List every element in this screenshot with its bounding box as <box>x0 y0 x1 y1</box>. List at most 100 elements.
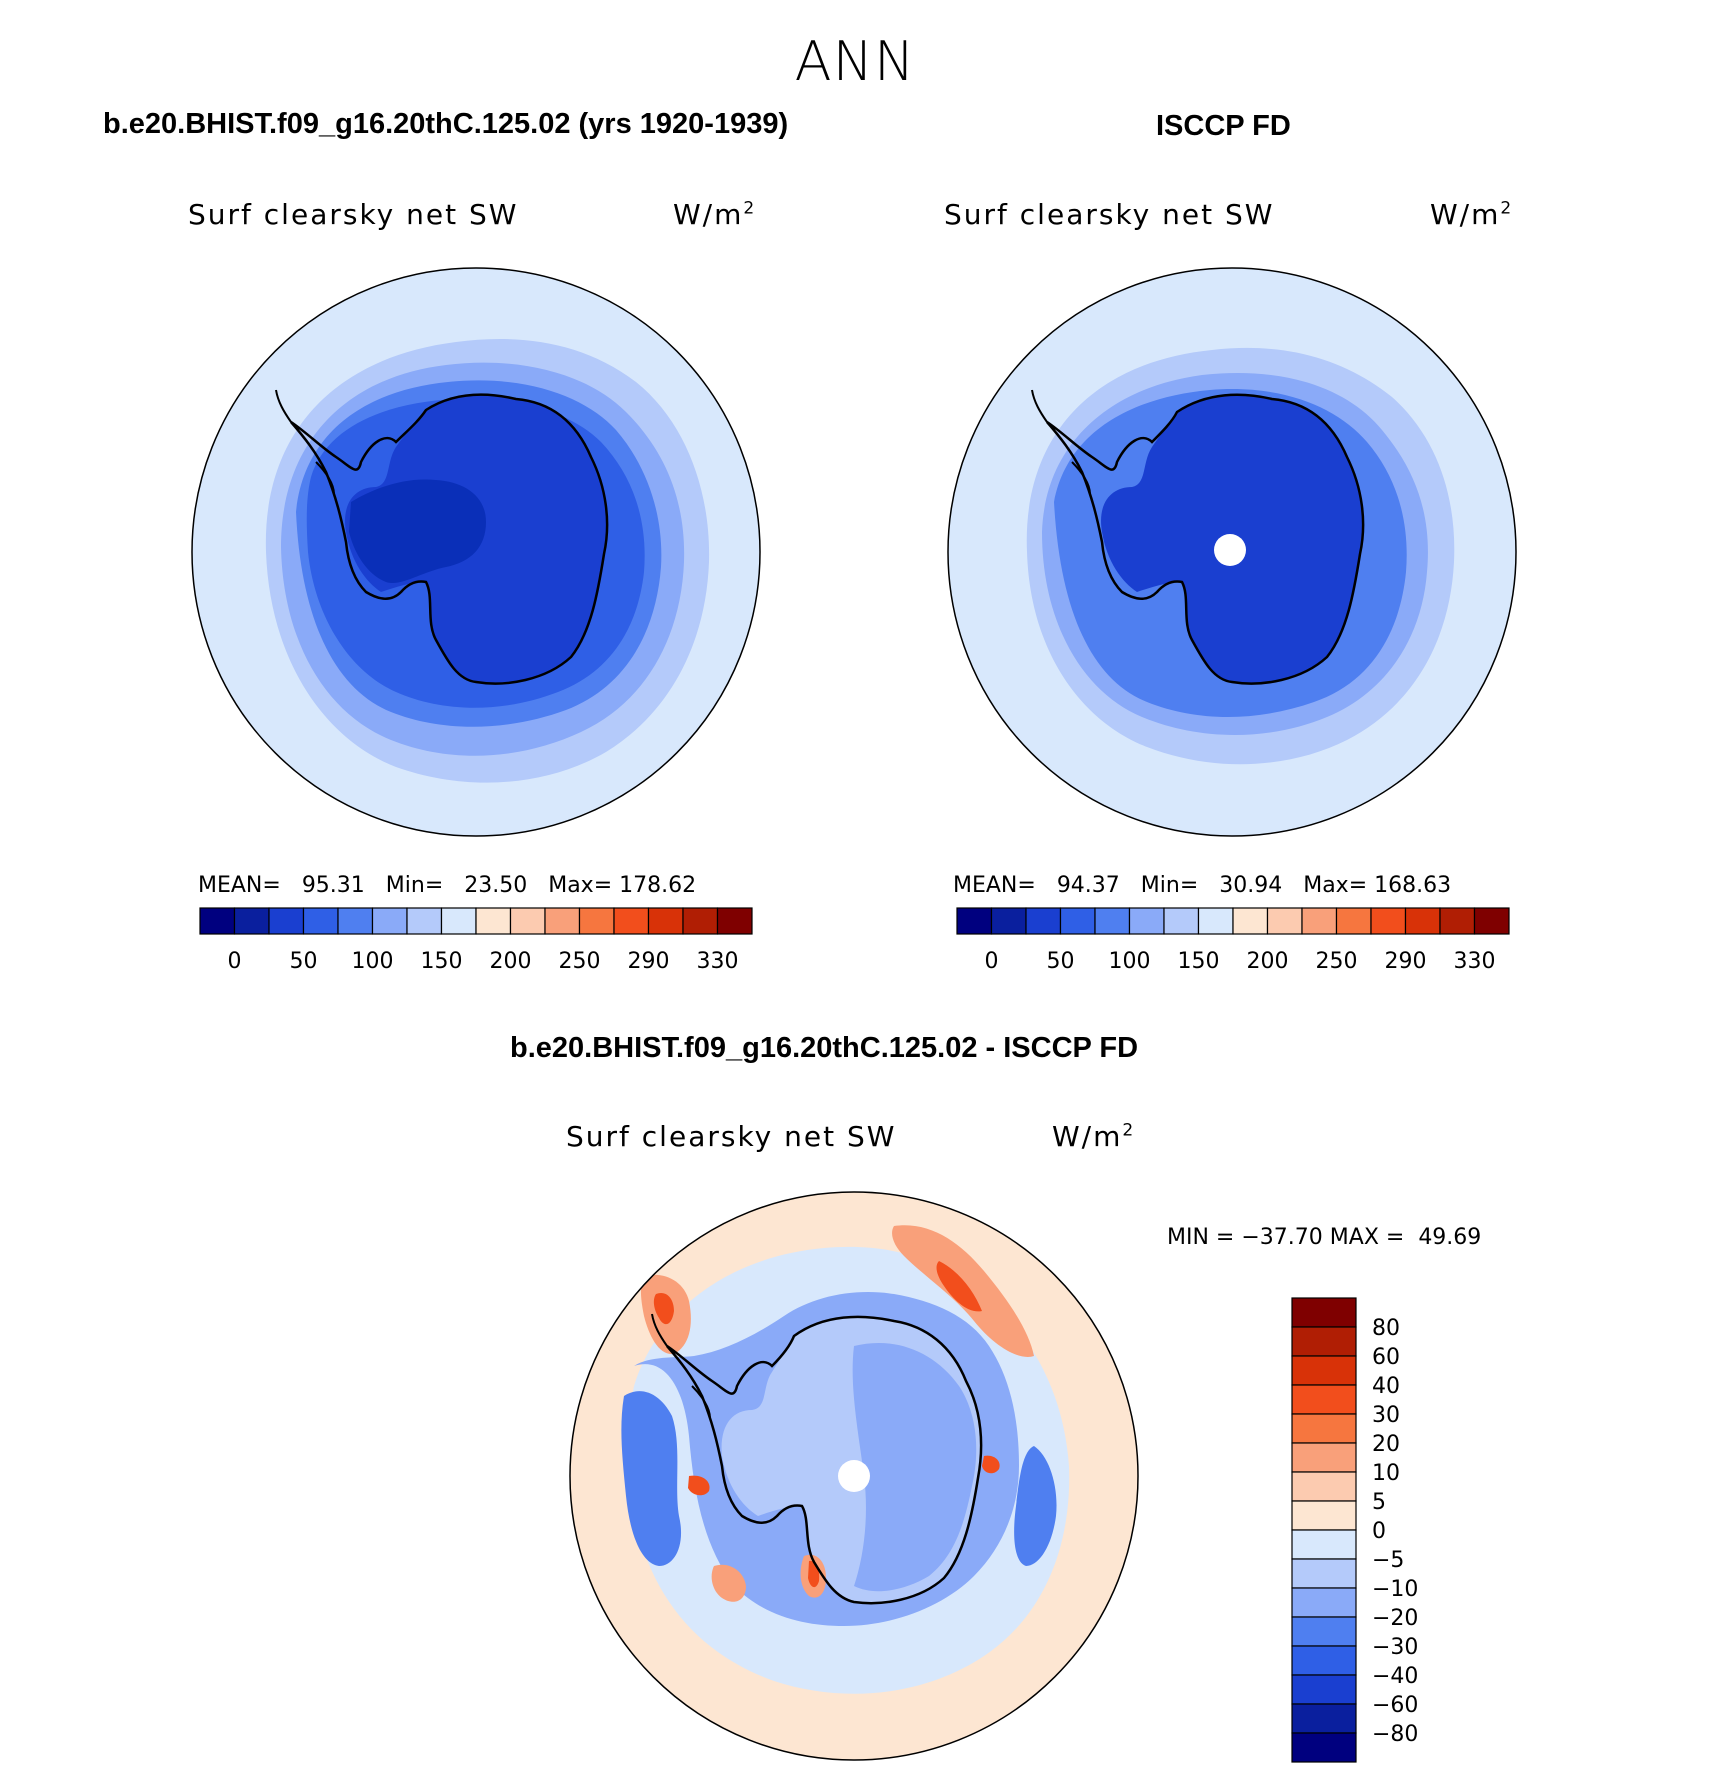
diff-colorbar-tick-label: −10 <box>1372 1577 1418 1602</box>
model-colorbar-swatch <box>613 907 650 935</box>
model-colorbar-swatch <box>682 907 719 935</box>
diff-colorbar-swatch <box>1291 1645 1357 1676</box>
obs-colorbar-swatch <box>1025 907 1062 935</box>
diff-units-label: W/m2 <box>1052 1120 1136 1153</box>
diff-colorbar-tick-label: −60 <box>1372 1693 1418 1718</box>
obs-stats: MEAN= 94.37 Min= 30.94 Max= 168.63 <box>953 873 1451 898</box>
model-colorbar-swatch <box>578 907 615 935</box>
obs-map-border <box>947 267 1517 837</box>
diff-colorbar-swatch <box>1291 1732 1357 1763</box>
obs-polar-map <box>947 267 1517 837</box>
diff-pos-nw-core <box>653 1292 674 1325</box>
diff-coastline <box>666 1315 983 1605</box>
obs-colorbar-tick-label: 200 <box>1247 949 1289 974</box>
diff-colorbar-swatch <box>1291 1558 1357 1589</box>
diff-colorbar-swatch <box>1291 1384 1357 1415</box>
diff-colorbar-tick-label: −80 <box>1372 1722 1418 1747</box>
diff-min-label: MIN = <box>1167 1225 1235 1250</box>
diff-colorbar-tick-label: −20 <box>1372 1606 1418 1631</box>
diff-variable-label: Surf clearsky net SW <box>566 1120 897 1153</box>
obs-units-label: W/m2 <box>1430 198 1514 231</box>
model-colorbar-swatch <box>406 907 443 935</box>
model-max-label: Max= <box>548 873 613 898</box>
obs-min-label: Min= <box>1140 873 1199 898</box>
obs-colorbar-swatch <box>956 907 993 935</box>
diff-stats: MIN = −37.70 MAX = 49.69 <box>1167 1225 1481 1250</box>
obs-colorbar-swatch <box>1266 907 1303 935</box>
obs-colorbar-swatch <box>1335 907 1372 935</box>
obs-colorbar-tick-label: 250 <box>1316 949 1358 974</box>
obs-colorbar-swatch <box>1163 907 1200 935</box>
diff-colorbar-swatch <box>1291 1413 1357 1444</box>
model-polar-map <box>191 267 761 837</box>
diff-pole-hole <box>838 1460 870 1492</box>
model-colorbar-swatch <box>716 907 753 935</box>
obs-colorbar-swatch <box>1404 907 1441 935</box>
diff-pos-sw <box>711 1564 746 1602</box>
obs-colorbar-swatch <box>990 907 1027 935</box>
model-colorbar-tick-label: 250 <box>559 949 601 974</box>
obs-mean-value: 94.37 <box>1056 873 1120 898</box>
model-colorbar-tick-label: 50 <box>290 949 318 974</box>
model-colorbar-swatch <box>475 907 512 935</box>
model-colorbar-swatch <box>440 907 477 935</box>
diff-pos-ne-core <box>936 1261 982 1312</box>
diff-colorbar-tick-label: 60 <box>1372 1345 1400 1370</box>
model-colorbar-swatch <box>647 907 684 935</box>
diff-pos-west-spot <box>688 1475 710 1496</box>
diff-antarctica-east <box>852 1342 977 1592</box>
diff-colorbar-swatch <box>1291 1674 1357 1705</box>
model-colorbar-tick-label: 290 <box>628 949 670 974</box>
obs-colorbar-swatch <box>1232 907 1269 935</box>
diff-colorbar-tick-label: 80 <box>1372 1316 1400 1341</box>
diff-colorbar-swatch <box>1291 1616 1357 1647</box>
obs-colorbar-tick-label: 0 <box>985 949 999 974</box>
obs-colorbar-tick-label: 290 <box>1385 949 1427 974</box>
obs-colorbar-tick-label: 330 <box>1454 949 1496 974</box>
obs-max-label: Max= <box>1303 873 1368 898</box>
model-colorbar-swatch <box>509 907 546 935</box>
model-peninsula <box>275 389 335 495</box>
obs-coastline <box>1046 393 1365 685</box>
diff-neg-strong-east <box>1014 1446 1057 1566</box>
model-colorbar-swatch <box>199 907 236 935</box>
diff-colorbar-swatch <box>1291 1529 1357 1560</box>
model-mean-value: 95.31 <box>301 873 365 898</box>
obs-min-value: 30.94 <box>1219 873 1283 898</box>
model-map-border <box>191 267 761 837</box>
diff-colorbar-swatch <box>1291 1355 1357 1386</box>
model-stats: MEAN= 95.31 Min= 23.50 Max= 178.62 <box>198 873 696 898</box>
diff-colorbar-tick-label: −5 <box>1372 1548 1404 1573</box>
obs-colorbar-tick-label: 100 <box>1109 949 1151 974</box>
model-colorbar-tick-label: 330 <box>697 949 739 974</box>
model-deep-region <box>349 479 486 584</box>
obs-peninsula <box>1031 389 1091 495</box>
obs-colorbar-swatch <box>1059 907 1096 935</box>
model-min-value: 23.50 <box>464 873 528 898</box>
model-colorbar-swatch <box>268 907 305 935</box>
model-colorbar-swatch <box>544 907 581 935</box>
diff-map-border <box>569 1191 1139 1761</box>
obs-colorbar: 0 50 100 150 200 250 290 330 <box>956 907 1510 974</box>
model-colorbar-swatch <box>302 907 339 935</box>
obs-colorbar-swatch <box>1370 907 1407 935</box>
diff-colorbar-swatch <box>1291 1587 1357 1618</box>
diff-colorbar-swatch <box>1291 1500 1357 1531</box>
obs-colorbar-tick-label: 150 <box>1178 949 1220 974</box>
diff-colorbar-swatch <box>1291 1442 1357 1473</box>
diff-colorbar-swatch <box>1291 1471 1357 1502</box>
model-colorbar-tick-label: 150 <box>421 949 463 974</box>
obs-colorbar-tick-label: 50 <box>1047 949 1075 974</box>
diff-colorbar-swatch <box>1291 1703 1357 1734</box>
diff-max-label: MAX = <box>1329 1225 1405 1250</box>
season-title: ANN <box>794 30 916 93</box>
diff-colorbar-tick-label: −40 <box>1372 1664 1418 1689</box>
model-colorbar-tick-label: 0 <box>228 949 242 974</box>
model-colorbar-swatch <box>233 907 270 935</box>
obs-colorbar-swatch <box>1128 907 1165 935</box>
model-max-value: 178.62 <box>619 873 697 898</box>
model-min-label: Min= <box>385 873 444 898</box>
obs-pole-hole <box>1214 534 1246 566</box>
model-colorbar-swatch <box>371 907 408 935</box>
diff-colorbar-tick-label: −30 <box>1372 1635 1418 1660</box>
